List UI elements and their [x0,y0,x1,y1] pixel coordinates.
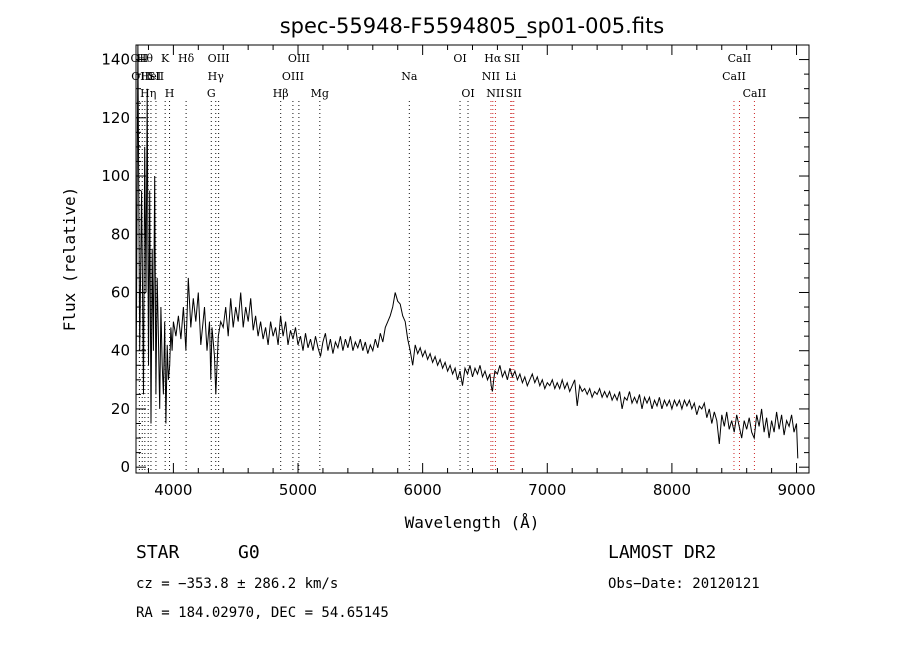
y-axis-label: Flux (relative) [60,187,79,332]
y-tick-label: 0 [120,458,130,476]
spectral-line-label: HeI [141,70,161,83]
spectral-line-label: CaII [743,87,767,100]
y-tick-label: 140 [101,51,130,69]
spectral-line-label: Hθ [137,52,154,65]
y-tick-label: 100 [101,167,130,185]
spectral-line-label: SII [148,70,164,83]
spectral-line-label: Li [505,70,516,83]
spectral-line-label: SII [506,87,522,100]
y-tick-label: 60 [111,283,130,301]
line-marker-layer: OIIOIIIHθHηHeISIIKHHδGHγOIIIHβOIIIOIIIMg… [131,52,767,473]
spectral-line-label: Hα [484,52,502,65]
observation-date: Obs−Date: 20120121 [608,576,760,592]
spectral-line-label: OIII [282,70,304,83]
x-tick-label: 7000 [528,481,566,499]
spectral-line-label: OIII [288,52,310,65]
x-axis-label: Wavelength (Å) [405,513,540,532]
spectral-line-label: Hβ [273,87,289,100]
spectral-line-label: OII [131,52,149,65]
spectral-line-label: CaII [722,70,746,83]
spectral-line-label: H [165,87,175,100]
plot-area [135,44,799,459]
spectral-line-label: NII [482,70,500,83]
x-tick-label: 4000 [154,481,192,499]
spectrum-series-line [135,44,799,459]
y-tick-label: 80 [111,225,130,243]
x-tick-label: 8000 [653,481,691,499]
x-axis-ticks: 4000 5000 6000 7000 8000 9000 [147,45,816,499]
y-tick-label: 40 [111,342,130,360]
y-tick-label: 120 [101,109,130,127]
spectral-line-label: OIII [131,70,153,83]
plot-frame [135,44,810,474]
spectral-line-label: Hη [140,87,156,100]
redshift-velocity: cz = −353.8 ± 286.2 km/s [136,576,339,592]
spectral-line-label: Na [401,70,418,83]
y-tick-label: 20 [111,400,130,418]
spectral-line-label: SII [504,52,520,65]
x-tick-label: 5000 [279,481,317,499]
object-class: STAR [136,542,180,563]
spectral-line-label: Hδ [178,52,195,65]
spectral-line-label: Hγ [208,70,225,83]
object-subclass: G0 [238,542,260,563]
y-axis-ticks: 0 20 40 60 80 100 120 140 [101,44,809,476]
spectral-line-label: OIII [208,52,230,65]
x-tick-label: 6000 [404,481,442,499]
spectral-line-label: K [161,52,170,65]
spectral-line-label: OI [453,52,466,65]
spectral-line-label: G [207,87,216,100]
spectral-line-label: Mg [311,87,329,100]
x-tick-label: 9000 [777,481,815,499]
spectral-line-label: OI [461,87,474,100]
spectral-line-label: CaII [728,52,752,65]
chart-title: spec-55948-F5594805_sp01-005.fits [280,14,665,39]
spectral-line-label: NII [486,87,504,100]
coordinates: RA = 184.02970, DEC = 54.65145 [136,605,389,621]
survey-name: LAMOST DR2 [608,542,717,563]
